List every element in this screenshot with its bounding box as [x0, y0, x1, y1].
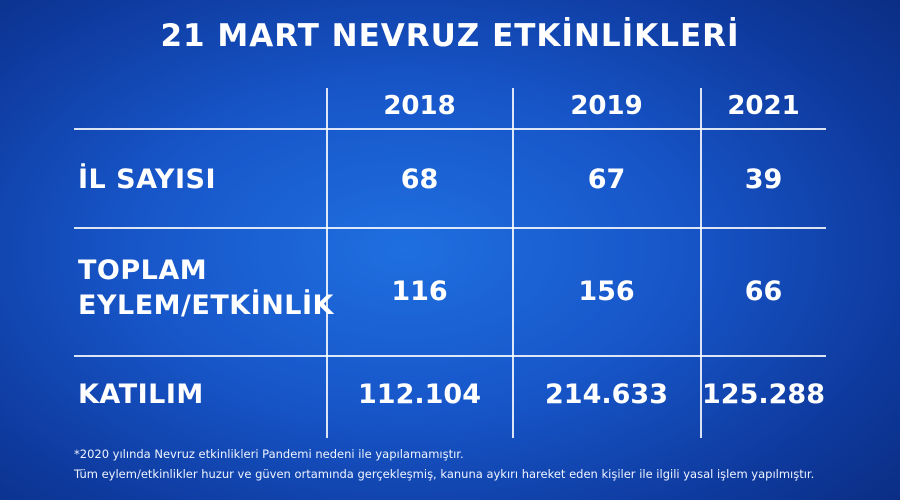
row-label-katilim: KATILIM: [78, 379, 204, 410]
cell-il-sayisi-2021: 39: [744, 164, 783, 195]
cell-katilim-2018: 112.104: [358, 379, 481, 410]
cell-katilim-2019: 214.633: [545, 379, 668, 410]
grid-line-col3: [700, 88, 702, 438]
column-header-2021: 2021: [727, 91, 800, 121]
cell-toplam-2021: 66: [744, 276, 783, 307]
cell-toplam-2019: 156: [578, 276, 635, 307]
row-label-toplam-line1: TOPLAM: [78, 255, 208, 286]
row-label-il-sayisi: İL SAYISI: [78, 164, 216, 195]
grid-line-row2-bottom: [74, 355, 826, 357]
column-header-2018: 2018: [383, 91, 456, 121]
footnote-pandemic: *2020 yılında Nevruz etkinlikleri Pandem…: [74, 447, 464, 461]
grid-line-row1-bottom: [74, 227, 826, 229]
grid-line-col2: [512, 88, 514, 438]
cell-toplam-2018: 116: [391, 276, 448, 307]
row-label-toplam-line2: EYLEM/ETKİNLİK: [78, 290, 334, 321]
page-title: 21 MART NEVRUZ ETKİNLİKLERİ: [160, 18, 740, 54]
grid-line-header-bottom: [74, 128, 826, 130]
cell-katilim-2021: 125.288: [702, 379, 825, 410]
cell-il-sayisi-2018: 68: [400, 164, 439, 195]
footnote-legal: Tüm eylem/etkinlikler huzur ve güven ort…: [74, 467, 815, 481]
grid-line-col1: [326, 88, 328, 438]
column-header-2019: 2019: [570, 91, 643, 121]
cell-il-sayisi-2019: 67: [587, 164, 626, 195]
